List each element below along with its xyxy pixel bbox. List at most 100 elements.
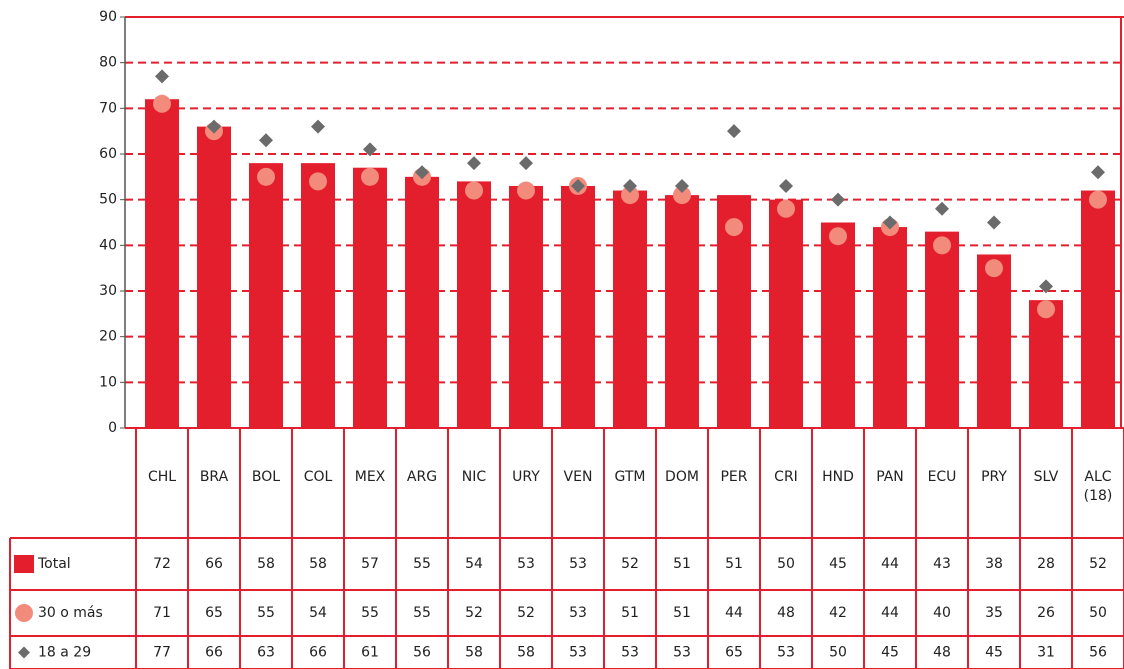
- bar: [561, 185, 595, 428]
- table-value: 63: [257, 645, 275, 661]
- dot: [933, 236, 951, 255]
- table-value: 61: [361, 645, 379, 661]
- diamond: [831, 192, 845, 207]
- x-tick-label: GTM: [614, 469, 646, 485]
- y-tick-label: 20: [99, 329, 117, 345]
- x-tick-label: SLV: [1033, 469, 1059, 485]
- x-tick-label: ALC (18): [1083, 469, 1113, 504]
- table-value: 52: [1089, 556, 1107, 572]
- table-value: 71: [153, 605, 171, 621]
- bar: [925, 231, 959, 428]
- diamond: [207, 119, 221, 134]
- table-value: 51: [621, 605, 639, 621]
- diamond: [1091, 165, 1105, 180]
- diamond: [155, 69, 169, 84]
- bar: [249, 163, 283, 428]
- table-value: 48: [777, 605, 795, 621]
- diamond: [883, 215, 897, 230]
- bar: [301, 163, 335, 428]
- table-value: 52: [517, 605, 535, 621]
- table-value: 35: [985, 605, 1003, 621]
- table-value: 55: [413, 556, 431, 572]
- bar: [873, 227, 907, 428]
- diamond: [519, 156, 533, 171]
- table-value: 54: [465, 556, 483, 572]
- bar: [665, 195, 699, 428]
- table-value: 56: [1089, 645, 1107, 661]
- x-tick-label: PAN: [876, 469, 904, 485]
- x-tick-label: CRI: [774, 469, 798, 485]
- legend-label: 18 a 29: [38, 645, 91, 661]
- dot: [777, 199, 795, 218]
- x-tick-label: PRY: [981, 469, 1007, 485]
- table-value: 58: [465, 645, 483, 661]
- table-value: 43: [933, 556, 951, 572]
- diamond: [779, 178, 793, 193]
- diamond: [727, 124, 741, 139]
- x-tick-label: MEX: [354, 469, 386, 485]
- table-value: 53: [569, 645, 587, 661]
- x-tick-label: BRA: [199, 469, 229, 485]
- table-value: 51: [673, 556, 691, 572]
- legend-label: 30 o más: [38, 605, 103, 621]
- diamond: [363, 142, 377, 157]
- table-value: 44: [881, 605, 899, 621]
- dot: [361, 167, 379, 186]
- diamond: [571, 178, 585, 193]
- table-value: 44: [725, 605, 743, 621]
- y-tick-label: 40: [99, 237, 117, 253]
- x-tick-label: ARG: [406, 469, 438, 485]
- table-value: 53: [673, 645, 691, 661]
- bar: [457, 181, 491, 428]
- table-value: 50: [777, 556, 795, 572]
- table-value: 53: [569, 605, 587, 621]
- table-value: 65: [725, 645, 743, 661]
- dot: [725, 218, 743, 237]
- table-value: 58: [257, 556, 275, 572]
- dot: [517, 181, 535, 200]
- bar: [613, 190, 647, 428]
- table-value: 66: [205, 645, 223, 661]
- y-tick-label: 30: [99, 283, 117, 299]
- y-tick-label: 80: [99, 55, 117, 71]
- table-value: 31: [1037, 645, 1055, 661]
- table-value: 45: [829, 556, 847, 572]
- y-tick-label: 70: [99, 100, 117, 116]
- table-value: 38: [985, 556, 1003, 572]
- x-tick-label: COL: [303, 469, 333, 485]
- x-tick-label: PER: [720, 469, 748, 485]
- diamond: [467, 156, 481, 171]
- dot: [673, 186, 691, 205]
- table-value: 53: [777, 645, 795, 661]
- bar: [821, 222, 855, 428]
- x-tick-label: URY: [512, 469, 540, 485]
- bar: [769, 199, 803, 428]
- y-tick-label: 90: [99, 9, 117, 25]
- x-tick-label: DOM: [665, 469, 699, 485]
- legend-swatch: [15, 604, 33, 622]
- dot: [621, 186, 639, 205]
- dot: [829, 227, 847, 246]
- bar: [509, 185, 543, 428]
- table-value: 26: [1037, 605, 1055, 621]
- table-value: 51: [673, 605, 691, 621]
- table-value: 66: [309, 645, 327, 661]
- diamond: [623, 178, 637, 193]
- table-value: 77: [153, 645, 171, 661]
- diamond: [415, 165, 429, 180]
- bar: [405, 176, 439, 428]
- table-value: 51: [725, 556, 743, 572]
- bar: [197, 126, 231, 428]
- bar: [1029, 300, 1063, 428]
- table-value: 42: [829, 605, 847, 621]
- x-tick-label: HND: [822, 469, 854, 485]
- x-tick-label: ECU: [927, 469, 957, 485]
- y-tick-label: 60: [99, 146, 117, 162]
- diamond: [259, 133, 273, 148]
- table-value: 53: [517, 556, 535, 572]
- bar: [977, 254, 1011, 428]
- table-value: 55: [413, 605, 431, 621]
- table-value: 45: [985, 645, 1003, 661]
- dot: [985, 259, 1003, 278]
